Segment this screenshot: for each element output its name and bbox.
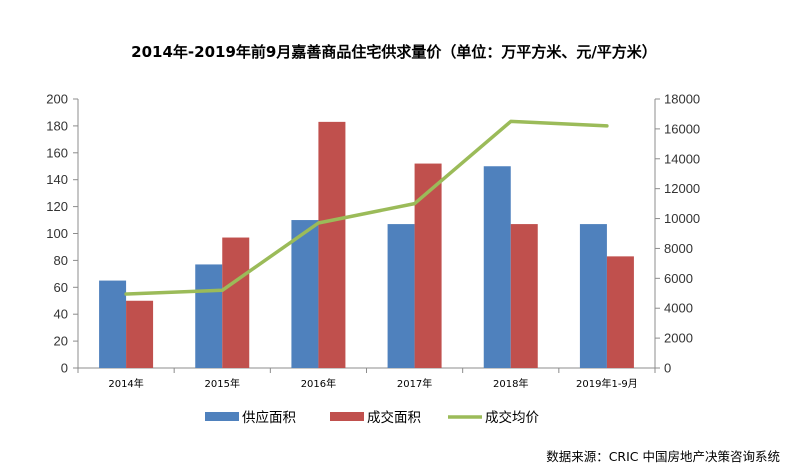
bar-supply [387, 224, 415, 368]
bar-supply [579, 224, 607, 368]
labels-layer: 0204060801001201401601802000200040006000… [46, 92, 700, 391]
y-tick-label-right: 16000 [664, 121, 700, 136]
y-tick-label-right: 14000 [664, 151, 700, 166]
y-tick-label-left: 180 [46, 118, 68, 133]
legend-supply-label: 供应面积 [242, 409, 296, 426]
y-tick-label-left: 120 [46, 199, 68, 214]
axes-layer [73, 98, 660, 373]
y-tick-label-right: 10000 [664, 211, 700, 226]
y-tick-label-right: 2000 [664, 331, 693, 346]
x-category-label: 2016年 [301, 377, 336, 390]
x-category-label: 2015年 [205, 377, 240, 390]
y-tick-label-left: 200 [46, 92, 68, 107]
chart-title: 2014年-2019年前9月嘉善商品住宅供求量价（单位：万平方米、元/平方米） [131, 43, 657, 61]
bar-transaction [222, 237, 250, 368]
bar-transaction [318, 121, 346, 369]
y-tick-label-left: 100 [46, 226, 68, 241]
y-tick-label-left: 20 [54, 334, 68, 349]
y-tick-label-right: 18000 [664, 92, 700, 107]
y-tick-label-left: 60 [54, 280, 68, 295]
y-tick-label-right: 0 [664, 361, 671, 376]
bars-layer [99, 121, 634, 369]
legend-supply-swatch [205, 412, 239, 421]
bar-transaction [126, 300, 154, 368]
legend-transaction-label: 成交面积 [367, 409, 421, 426]
y-tick-label-left: 160 [46, 145, 68, 160]
legend-avg-price-label: 成交均价 [485, 409, 539, 426]
y-tick-label-right: 6000 [664, 271, 693, 286]
y-tick-label-right: 12000 [664, 181, 700, 196]
legend-transaction-swatch [330, 412, 364, 421]
y-tick-label-left: 0 [61, 361, 68, 376]
y-tick-label-left: 40 [54, 307, 68, 322]
bar-supply [291, 220, 319, 368]
y-tick-label-right: 4000 [664, 301, 693, 316]
source-note: 数据来源：CRIC 中国房地产决策咨询系统 [546, 449, 780, 464]
legend: 供应面积 成交面积 成交均价 [205, 409, 539, 426]
bar-transaction [606, 256, 634, 368]
y-tick-label-left: 140 [46, 172, 68, 187]
line-layer [124, 119, 609, 296]
y-tick-label-left: 80 [54, 253, 68, 268]
x-category-label: 2018年 [493, 377, 528, 390]
line-avg-price [124, 119, 609, 296]
x-category-label: 2019年1-9月 [576, 377, 638, 390]
bar-transaction [510, 224, 538, 368]
bar-supply [483, 166, 511, 368]
bar-supply [195, 264, 223, 368]
x-category-label: 2017年 [397, 377, 432, 390]
bar-supply [99, 280, 127, 368]
x-category-label: 2014年 [108, 377, 143, 390]
y-tick-label-right: 8000 [664, 241, 693, 256]
